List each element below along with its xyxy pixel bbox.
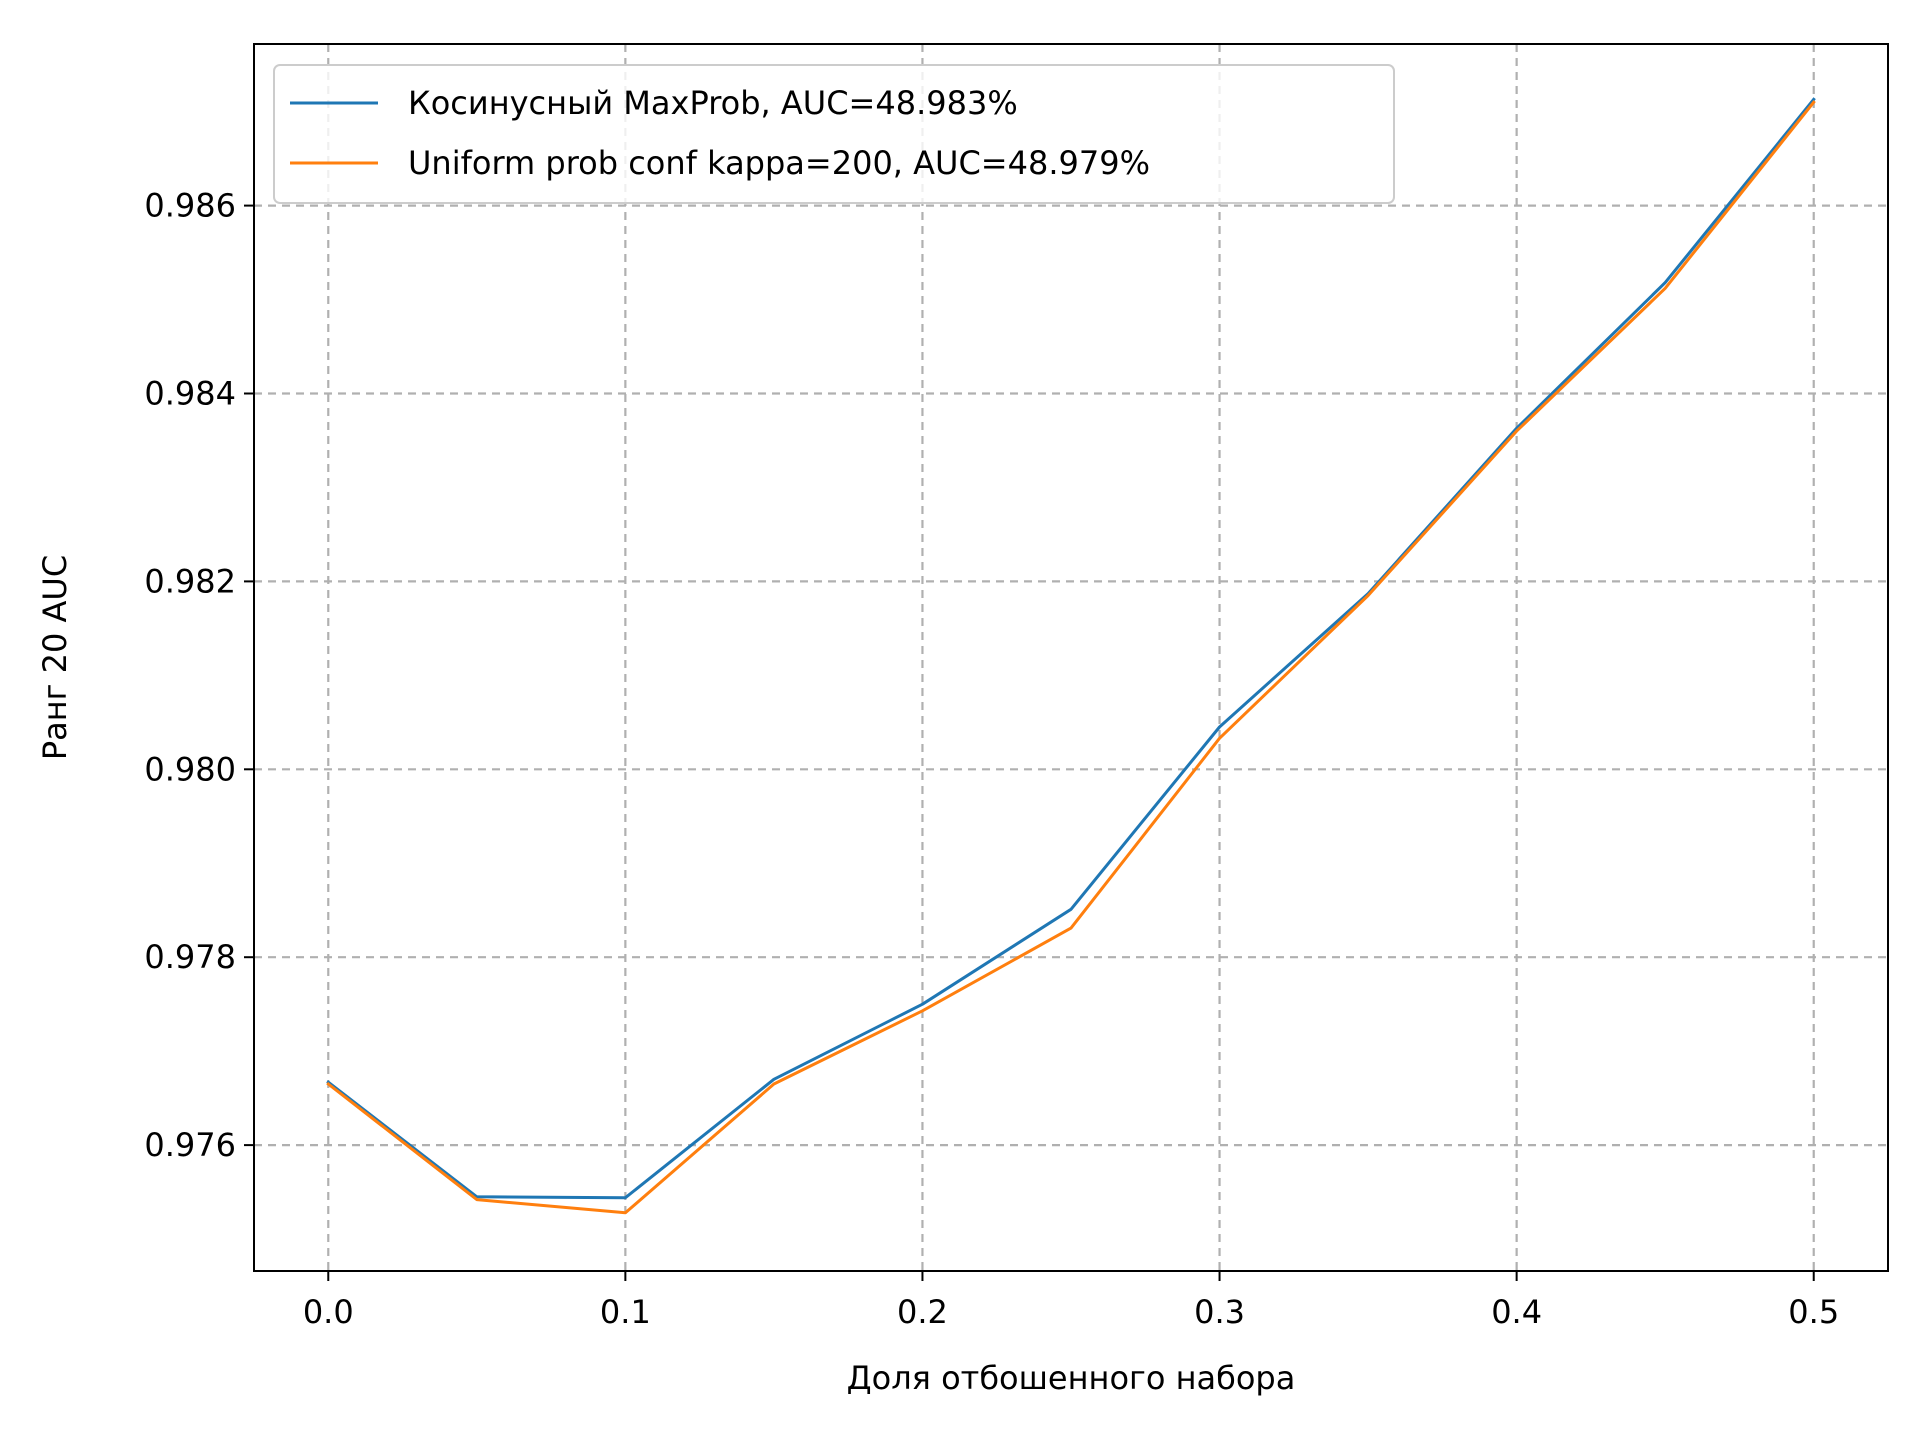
grid (254, 44, 1888, 1271)
axis-ticks: 0.0 0.1 0.2 0.3 0.4 0.5 0.976 0.978 0.980 0.982 0.… (144, 187, 1839, 1331)
plot-frame (253, 43, 1889, 1272)
x-tick-label: 0.5 (1788, 1293, 1839, 1331)
legend-entry-1: Косинусный MaxProb, AUC=48.983% (408, 84, 1018, 122)
series-line-2 (326, 100, 1816, 1215)
x-tick-label: 0.4 (1491, 1293, 1542, 1331)
x-tick-label: 0.2 (897, 1293, 948, 1331)
y-tick-label: 0.978 (144, 938, 236, 976)
legend: Косинусный MaxProb, AUC=48.983% Uniform p… (273, 64, 1395, 204)
y-tick-label: 0.976 (144, 1126, 236, 1164)
series-lines (326, 97, 1816, 1215)
legend-entry-2: Uniform prob conf kappa=200, AUC=48.979% (408, 144, 1150, 182)
y-tick-label: 0.980 (144, 750, 236, 788)
x-tick-label: 0.1 (600, 1293, 651, 1331)
x-tick-label: 0.0 (303, 1293, 354, 1331)
y-axis-label: Ранг 20 AUC (36, 555, 74, 760)
y-tick-label: 0.986 (144, 187, 236, 225)
y-tick-label: 0.982 (144, 562, 236, 600)
y-tick-label: 0.984 (144, 374, 236, 412)
x-axis-label: Доля отбошенного набора (847, 1359, 1296, 1397)
x-tick-label: 0.3 (1194, 1293, 1245, 1331)
legend-box (273, 64, 1395, 204)
series-line-1 (326, 97, 1816, 1200)
